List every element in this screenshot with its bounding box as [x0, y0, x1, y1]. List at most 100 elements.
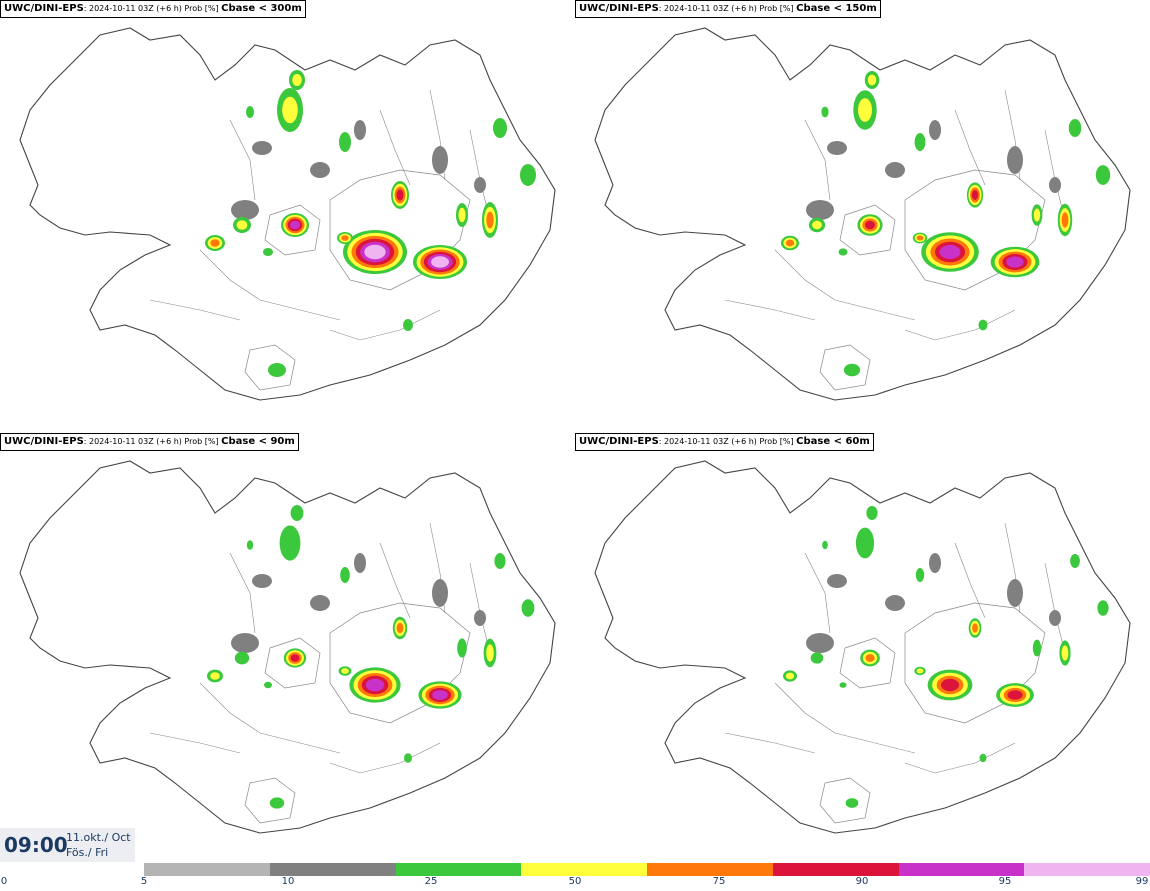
probability-contour — [866, 506, 878, 520]
probability-contour — [1095, 165, 1111, 185]
glacier-outline — [264, 204, 321, 256]
probability-contour — [290, 505, 304, 521]
river-line — [724, 299, 816, 321]
glacier-outline — [904, 169, 1046, 291]
probability-contour — [865, 654, 875, 662]
probability-area — [885, 595, 905, 611]
probability-contour — [941, 678, 959, 692]
river-line — [954, 109, 986, 186]
legend-tick-label: 75 — [712, 876, 726, 887]
probability-area — [474, 177, 486, 193]
probability-contour — [404, 753, 412, 763]
probability-contour — [785, 672, 795, 680]
probability-area — [310, 162, 330, 178]
probability-area — [354, 553, 366, 573]
probability-contour — [339, 132, 351, 152]
probability-contour — [457, 638, 467, 658]
probability-contour — [914, 133, 926, 151]
probability-contour — [403, 319, 413, 331]
probability-area — [1007, 146, 1023, 174]
probability-contour — [979, 753, 987, 763]
iceland-map — [594, 460, 1131, 834]
river-line — [149, 299, 241, 321]
probability-contour — [865, 220, 875, 230]
probability-contour — [785, 239, 795, 247]
legend-tick-label: 90 — [855, 876, 869, 887]
probability-contour — [290, 654, 300, 662]
river-line — [804, 119, 831, 201]
legend-swatch — [1024, 863, 1150, 876]
glacier-outline — [329, 602, 471, 724]
variable-name: Cbase < 150m — [796, 3, 877, 14]
iceland-coastline — [594, 27, 1131, 401]
legend-tick-label: 95 — [998, 876, 1012, 887]
map-panel: UWC/DINI-EPS: 2024-10-11 03Z (+6 h) Prob… — [575, 433, 1150, 863]
probability-contour — [1061, 212, 1069, 228]
probability-contour — [396, 189, 404, 201]
probability-contour — [915, 568, 925, 582]
probability-area — [827, 141, 847, 155]
iceland-coastline — [594, 460, 1131, 834]
river-line — [724, 732, 816, 754]
river-line — [954, 542, 986, 619]
probability-contour — [838, 248, 848, 256]
probability-contour — [268, 363, 286, 377]
panel-title: UWC/DINI-EPS: 2024-10-11 03Z (+6 h) Prob… — [0, 433, 299, 451]
glacier-outline — [329, 169, 471, 291]
probability-color-legend — [144, 863, 1150, 876]
probability-contour — [494, 553, 506, 569]
probability-contour — [1033, 208, 1041, 222]
probability-contour — [458, 207, 466, 223]
probability-contour — [263, 248, 273, 256]
valid-time: 09:00 — [4, 833, 68, 857]
probability-contour — [282, 96, 298, 124]
probability-contour — [340, 567, 350, 583]
river-line — [199, 249, 341, 321]
glacier-outline — [839, 204, 896, 256]
probability-contour — [972, 623, 978, 633]
river-line — [379, 542, 411, 619]
legend-swatch — [521, 863, 647, 876]
probability-contour — [341, 235, 349, 241]
probability-contour — [1070, 554, 1080, 568]
probability-contour — [1007, 690, 1023, 700]
probability-contour — [290, 220, 300, 230]
probability-contour — [520, 164, 536, 186]
river-line — [329, 309, 441, 341]
panel-title: UWC/DINI-EPS: 2024-10-11 03Z (+6 h) Prob… — [575, 0, 881, 18]
glacier-outline — [244, 344, 296, 391]
probability-area — [310, 595, 330, 611]
probability-area — [1049, 177, 1061, 193]
legend-swatch — [647, 863, 773, 876]
probability-contour — [1032, 639, 1042, 657]
variable-name: Cbase < 60m — [796, 436, 870, 447]
probability-contour — [365, 678, 385, 692]
river-line — [804, 552, 831, 634]
iceland-map — [19, 460, 556, 834]
legend-swatch — [772, 863, 899, 876]
probability-contour — [867, 74, 877, 86]
probability-area — [885, 162, 905, 178]
glacier-outline — [244, 777, 296, 824]
probability-contour — [279, 525, 301, 561]
variable-name: Cbase < 90m — [221, 436, 295, 447]
probability-contour — [1061, 645, 1069, 661]
river-line — [904, 309, 1016, 341]
river-line — [774, 249, 916, 321]
run-meta: : 2024-10-11 03Z (+6 h) Prob [%] — [658, 4, 797, 13]
probability-area — [929, 120, 941, 140]
river-line — [329, 742, 441, 774]
river-line — [199, 682, 341, 754]
river-line — [229, 552, 256, 634]
probability-area — [806, 200, 834, 220]
probability-area — [432, 146, 448, 174]
probability-contour — [246, 106, 254, 118]
probability-contour — [341, 668, 349, 674]
probability-contour — [246, 540, 254, 550]
river-line — [229, 119, 256, 201]
probability-contour — [521, 599, 535, 617]
probability-area — [1007, 579, 1023, 607]
map-panel: UWC/DINI-EPS: 2024-10-11 03Z (+6 h) Prob… — [575, 0, 1150, 430]
river-line — [379, 109, 411, 186]
probability-area — [354, 120, 366, 140]
